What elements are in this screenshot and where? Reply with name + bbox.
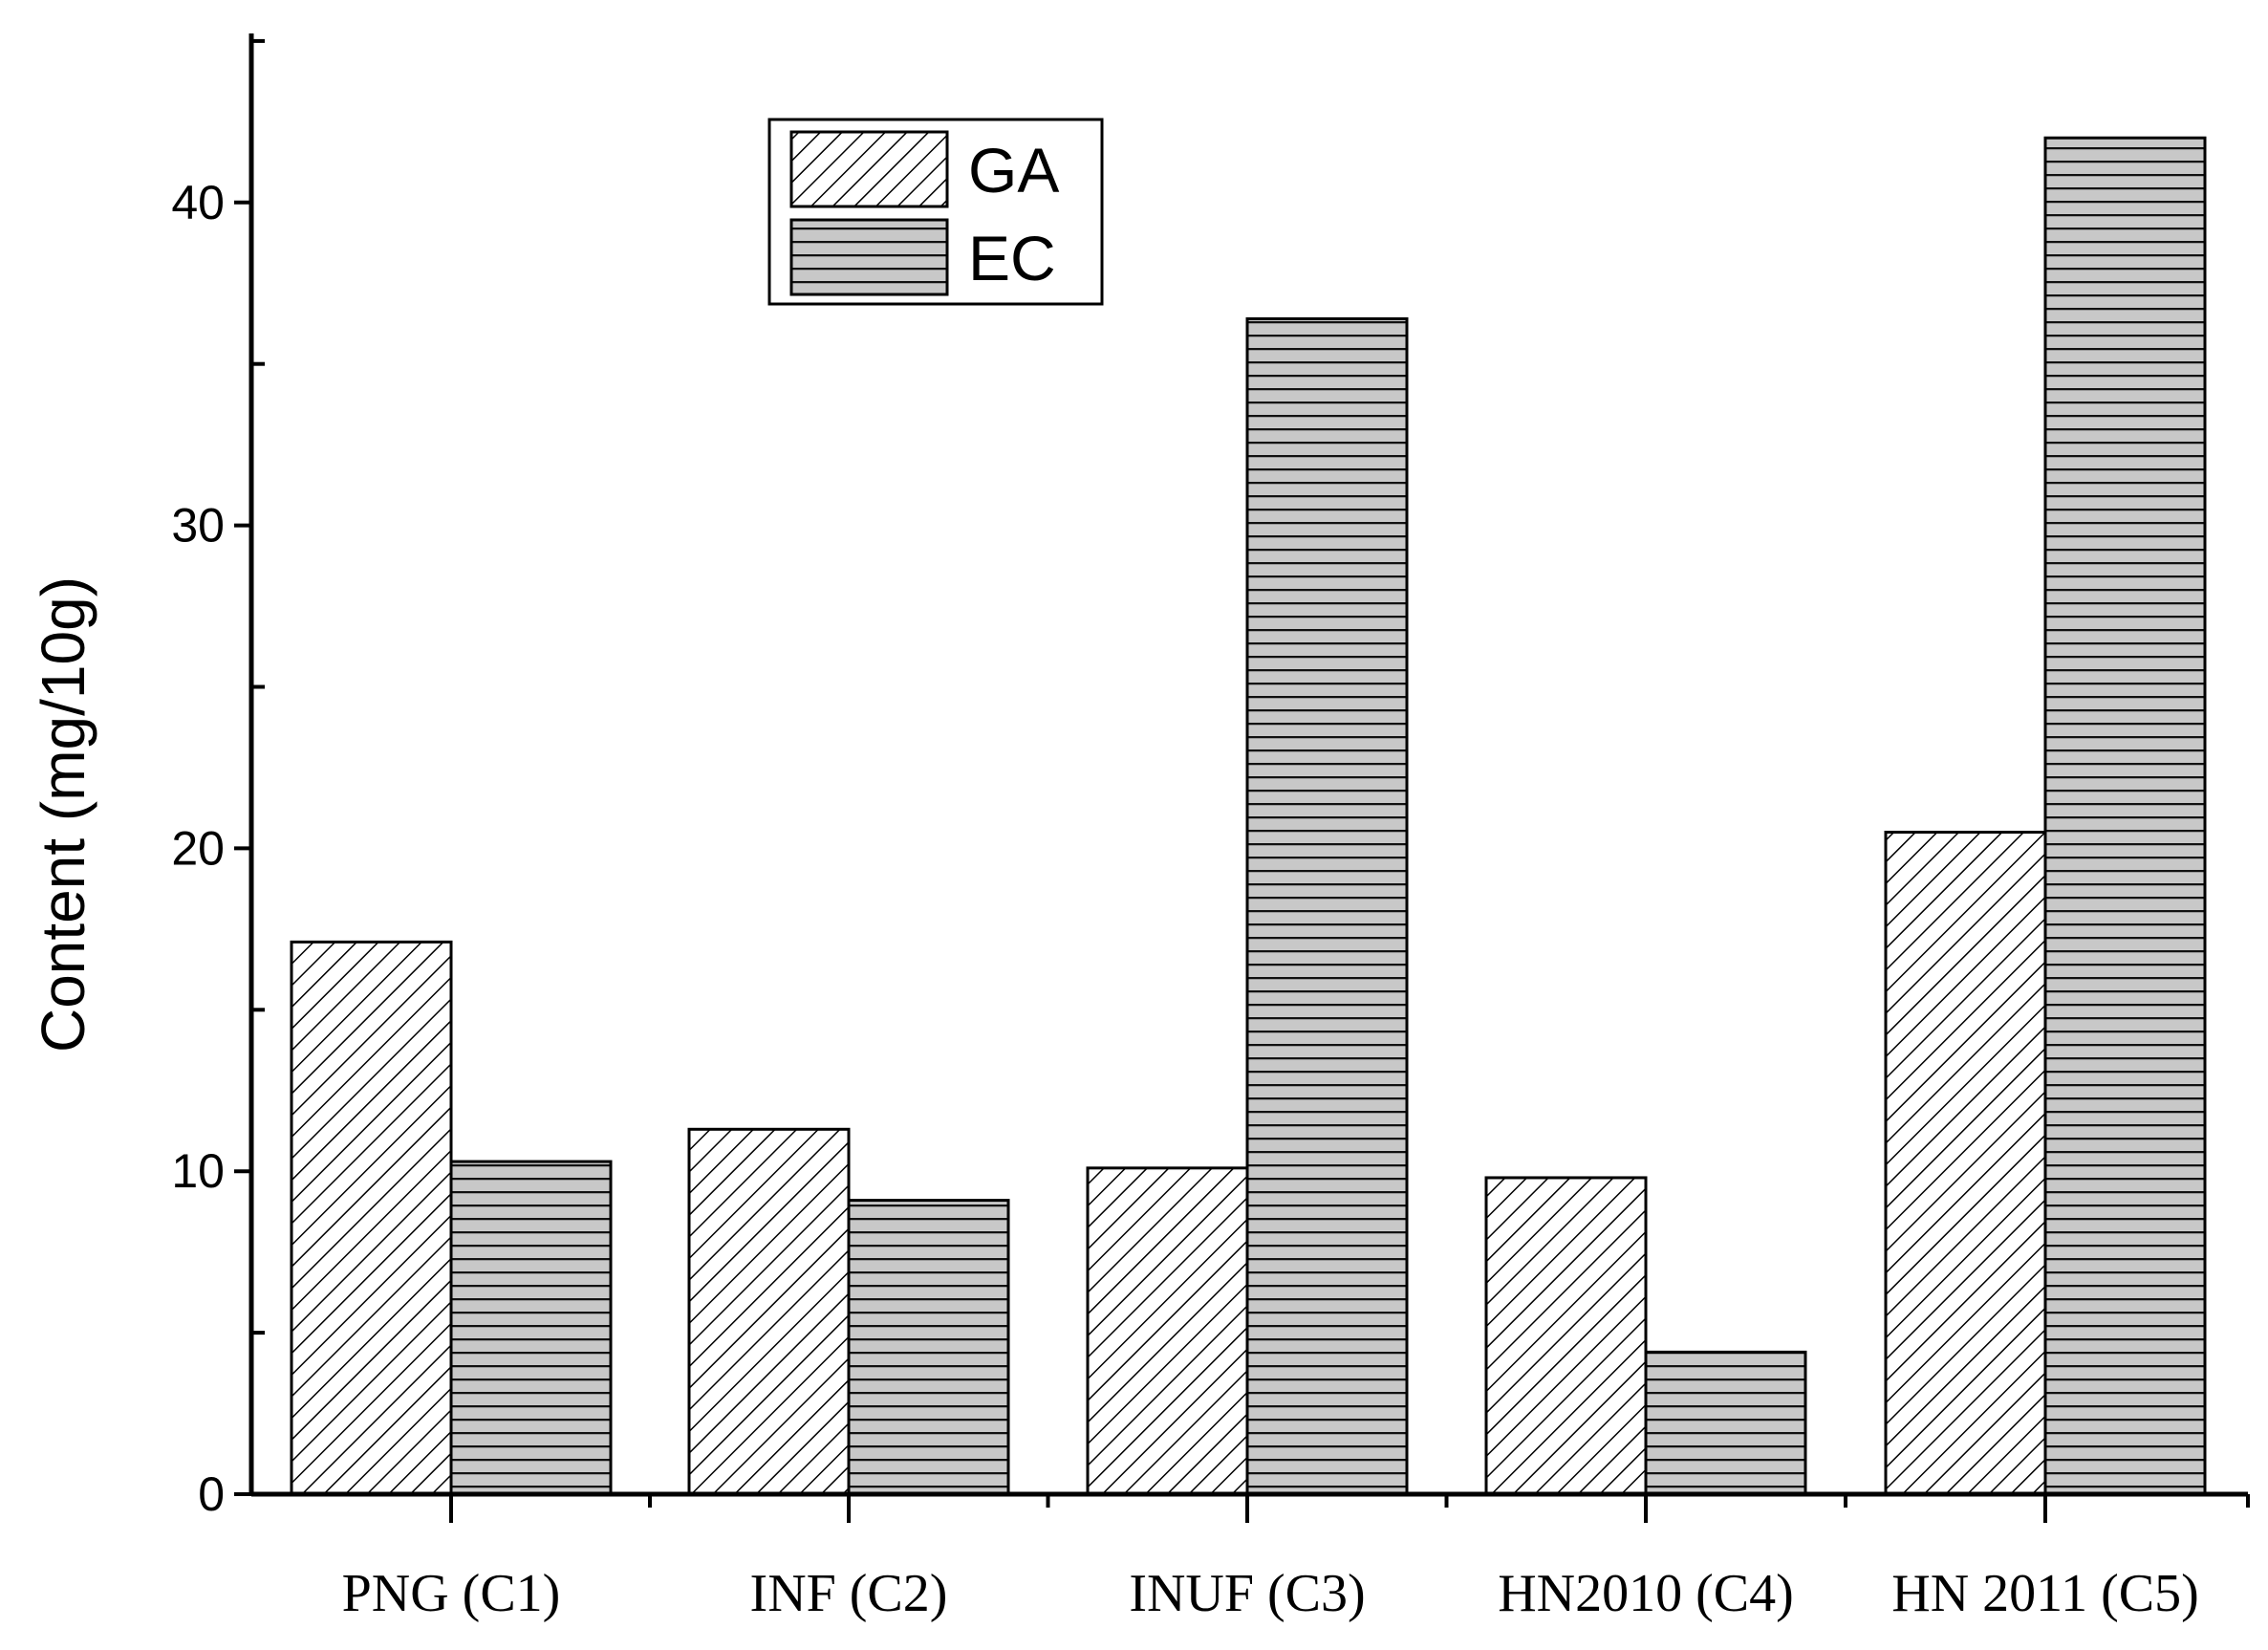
legend-swatch-ec	[789, 218, 949, 296]
x-tick-label: HN2010 (C4)	[1498, 1564, 1794, 1623]
bar-ga-3	[1086, 1166, 1249, 1496]
bar-ga-2	[687, 1127, 851, 1496]
y-tick-label: 10	[171, 1144, 225, 1198]
bar-ec-2	[847, 1199, 1010, 1496]
y-tick-label: 20	[171, 821, 225, 875]
y-tick-label: 40	[171, 176, 225, 229]
y-tick-label: 0	[198, 1467, 225, 1521]
y-tick-label: 30	[171, 499, 225, 553]
bar-ga-1	[290, 940, 453, 1496]
bar-ga-4	[1484, 1176, 1648, 1496]
bar-ga-5	[1884, 831, 2047, 1496]
bar-ec-3	[1245, 316, 1409, 1496]
bars-group	[290, 136, 2207, 1496]
legend-swatch-ga	[789, 130, 949, 208]
x-axis-ticks: PNG (C1) INF (C2) INUF (C3) HN2010 (C4) HN 2…	[342, 1494, 2250, 1623]
bar-ec-4	[1644, 1350, 1807, 1496]
y-axis-label: Content (mg/10g)	[29, 576, 97, 1053]
x-tick-label: PNG (C1)	[342, 1564, 561, 1623]
x-tick-label: HN 2011 (C5)	[1891, 1564, 2198, 1623]
legend: GA EC	[767, 118, 1104, 306]
y-axis-ticks: 0 10 20 30 40	[171, 38, 265, 1521]
legend-label-ec: EC	[968, 223, 1056, 293]
x-tick-label: INUF (C3)	[1129, 1564, 1365, 1623]
legend-label-ga: GA	[968, 135, 1059, 206]
bar-ec-1	[449, 1160, 613, 1496]
x-tick-label: INF (C2)	[750, 1564, 948, 1623]
bar-ec-5	[2043, 136, 2207, 1496]
